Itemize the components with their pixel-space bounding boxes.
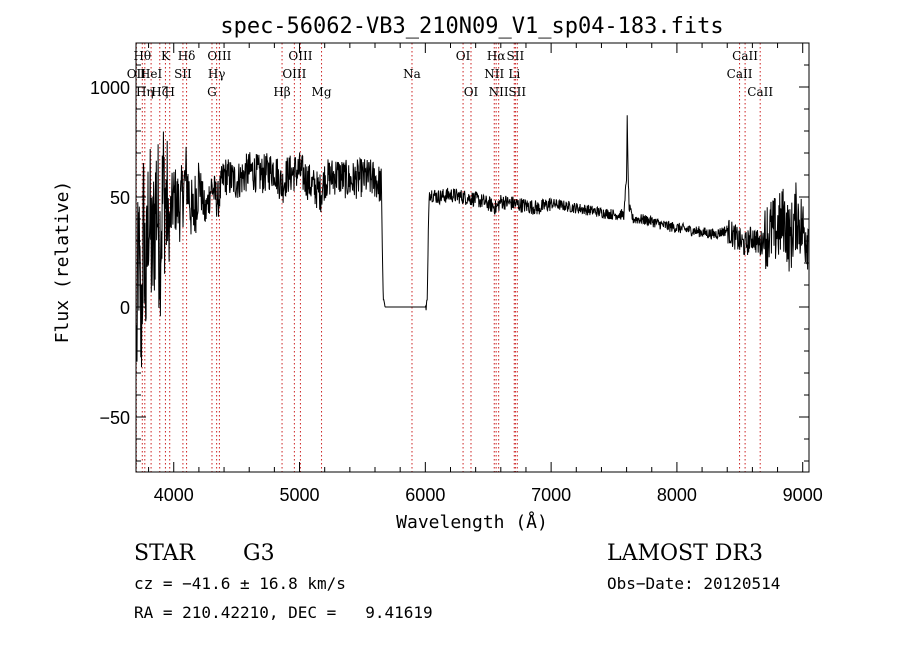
- chart-title: spec-56062-VB3_210N09_V1_sp04-183.fits: [220, 14, 723, 39]
- line-marker-label: NII: [484, 67, 504, 81]
- survey-name: LAMOST DR3: [607, 541, 763, 566]
- line-marker-label: CaII: [727, 67, 753, 81]
- y-axis-label: Flux (relative): [52, 181, 73, 344]
- y-tick-label: 50: [110, 188, 130, 208]
- line-marker-label: K: [161, 49, 171, 63]
- observation-date: Obs−Date: 20120514: [607, 574, 781, 593]
- x-tick-label: 5000: [280, 485, 320, 505]
- object-subclass: G3: [243, 541, 275, 566]
- line-marker-label: Hη: [136, 85, 154, 99]
- line-marker-label: OIII: [288, 49, 312, 63]
- line-marker-label: SII: [174, 67, 192, 81]
- x-tick-label: 6000: [405, 485, 445, 505]
- ra-dec: RA = 210.42210, DEC = 9.41619: [134, 603, 433, 622]
- x-tick-label: 8000: [657, 485, 697, 505]
- x-axis-label: Wavelength (Å): [396, 511, 548, 533]
- line-marker-label: Hα: [487, 49, 506, 63]
- line-marker-label: OIII: [207, 49, 231, 63]
- x-tick-label: 9000: [783, 485, 823, 505]
- line-markers: [135, 43, 761, 472]
- line-marker-label: HeI: [140, 67, 163, 81]
- y-tick-label: 0: [120, 298, 130, 318]
- line-marker-label: H: [164, 85, 174, 99]
- line-marker-label: Na: [403, 67, 421, 81]
- x-tick-label: 7000: [531, 485, 571, 505]
- y-tick-label: 1000: [90, 78, 130, 98]
- line-marker-label: Hθ: [133, 49, 151, 63]
- axis-ticks: [136, 42, 809, 472]
- line-marker-label: CaII: [747, 85, 773, 99]
- line-marker-label: Li: [508, 67, 520, 81]
- line-marker-label: Hζ: [151, 85, 168, 99]
- y-tick-label: −50: [99, 408, 130, 428]
- line-marker-label: Hγ: [208, 67, 226, 81]
- line-marker-label: Hδ: [178, 49, 196, 63]
- line-marker-label: CaII: [732, 49, 758, 63]
- line-marker-label: OII: [127, 67, 147, 81]
- line-marker-label: G: [207, 85, 217, 99]
- line-marker-label: SII: [508, 85, 526, 99]
- axis-tick-labels: 4000 5000 6000 7000 8000 9000 −50 0 50 1000: [90, 78, 823, 505]
- line-marker-label: OIII: [282, 67, 306, 81]
- plot-frame: [135, 42, 810, 473]
- spectrum-line: [136, 115, 809, 368]
- line-marker-label: OI: [464, 85, 479, 99]
- line-marker-label: NII: [489, 85, 509, 99]
- line-marker-label: Mg: [312, 85, 332, 99]
- line-marker-labels: OIIHθHηHeIHζKHSIIHδGHγOIIIHβOIIIOIIIMgNa…: [127, 49, 774, 99]
- line-marker-label: OI: [456, 49, 471, 63]
- redshift-velocity: cz = −41.6 ± 16.8 km/s: [134, 574, 346, 593]
- x-tick-label: 4000: [154, 485, 194, 505]
- line-marker-label: SII: [507, 49, 525, 63]
- line-marker-label: Hβ: [273, 85, 290, 99]
- object-class: STAR: [134, 541, 195, 566]
